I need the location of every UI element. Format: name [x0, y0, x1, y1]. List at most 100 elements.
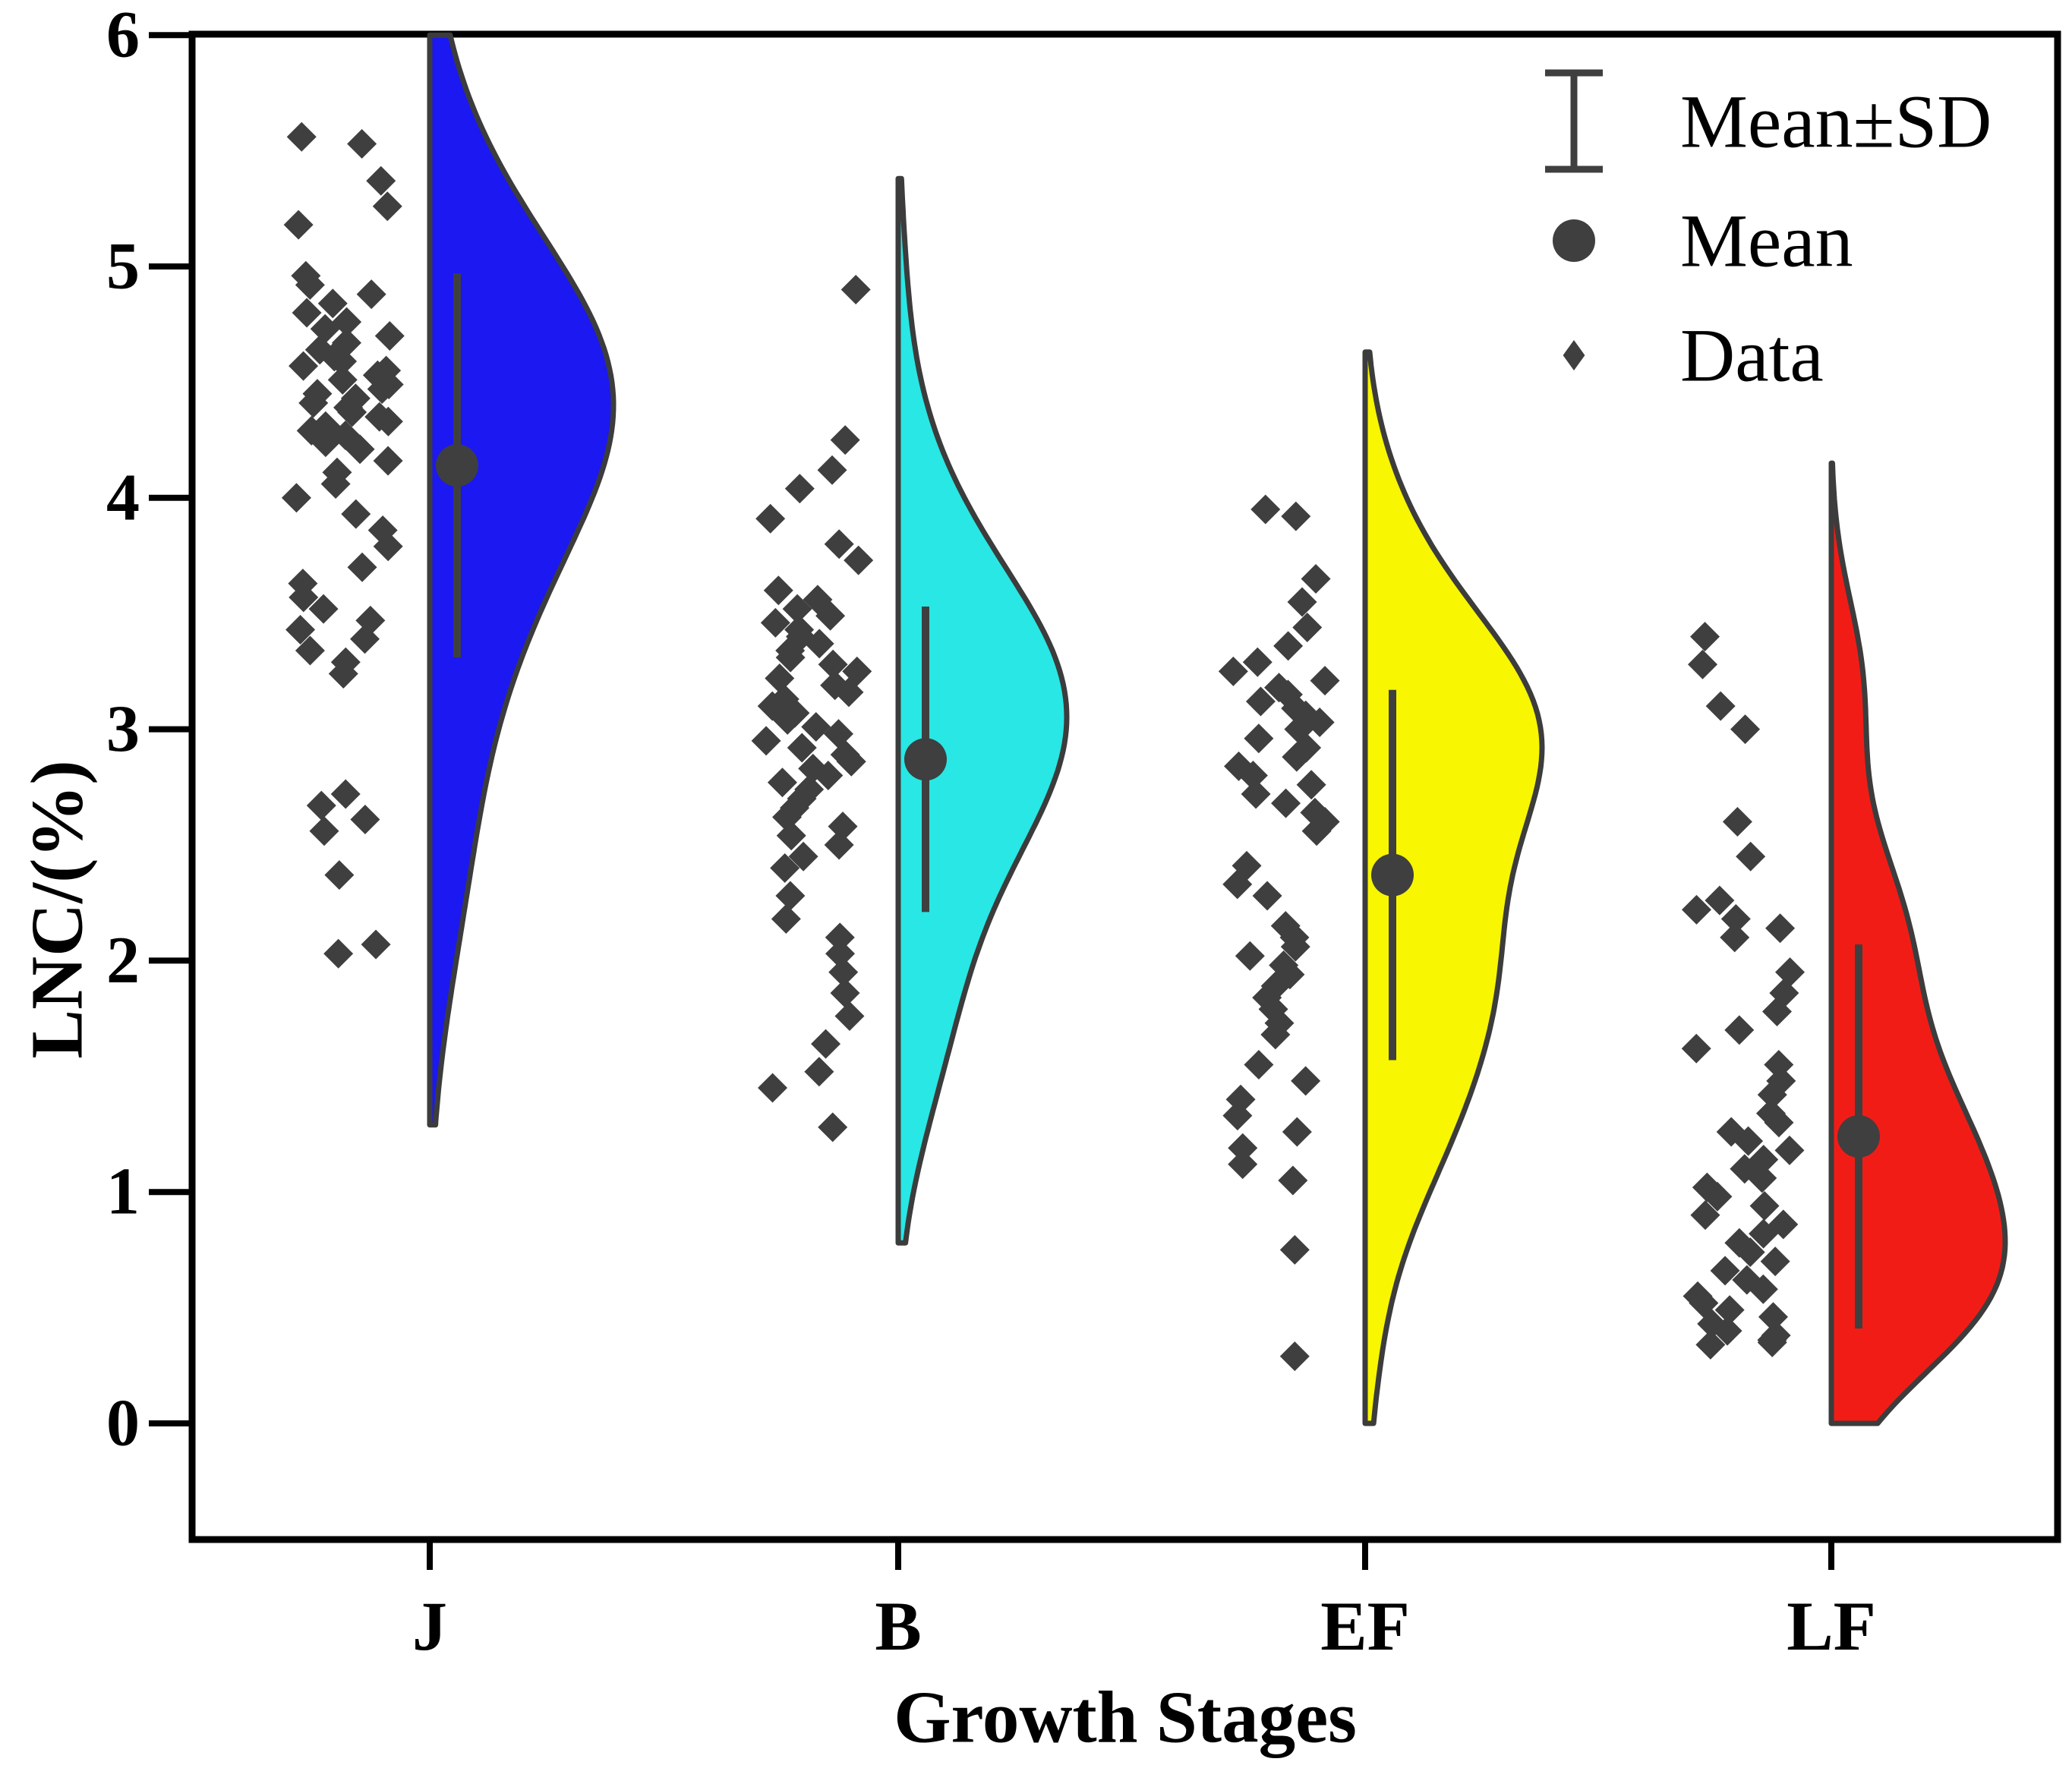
- data-point: [1681, 1033, 1711, 1064]
- data-point: [327, 346, 358, 377]
- data-point: [776, 821, 806, 851]
- data-point: [801, 712, 831, 742]
- data-point: [830, 425, 860, 455]
- y-tick-label: 4: [106, 461, 140, 534]
- data-point: [757, 691, 787, 721]
- legend-label-1: Mean: [1680, 199, 1853, 283]
- data-point: [767, 767, 797, 798]
- data-point: [1724, 1015, 1755, 1045]
- circle-icon: [1553, 219, 1595, 262]
- data-point: [775, 881, 806, 911]
- data-point: [317, 288, 348, 319]
- diamond-icon: [1563, 340, 1585, 370]
- data-point: [1705, 691, 1736, 721]
- data-point: [815, 600, 846, 631]
- data-point: [1690, 1200, 1720, 1231]
- data-point: [308, 594, 339, 624]
- data-point: [1280, 931, 1310, 962]
- data-point: [310, 314, 340, 344]
- data-point: [771, 904, 801, 935]
- data-point: [1252, 881, 1282, 911]
- data-point: [1775, 957, 1806, 988]
- data-point: [1287, 587, 1317, 617]
- data-point: [1242, 647, 1273, 677]
- data-point: [1301, 563, 1331, 594]
- data-point: [367, 374, 397, 405]
- data-point: [374, 320, 405, 351]
- data-point: [1279, 1341, 1310, 1372]
- data-point: [824, 529, 854, 559]
- data-point: [283, 210, 314, 240]
- data-point: [840, 274, 871, 304]
- data-point: [1222, 869, 1253, 900]
- data-point: [311, 427, 341, 458]
- data-point: [813, 761, 844, 791]
- data-point: [366, 165, 396, 196]
- data-point: [772, 704, 803, 735]
- data-point: [817, 455, 847, 485]
- data-point: [818, 1112, 848, 1143]
- data-point: [337, 397, 367, 427]
- data-point: [320, 469, 351, 500]
- data-point: [770, 853, 800, 883]
- data-point: [1222, 1101, 1253, 1131]
- y-axis-title: LNC/(%): [17, 760, 98, 1058]
- data-point: [1735, 1237, 1765, 1267]
- data-point: [1218, 656, 1248, 686]
- data-point: [1702, 1181, 1733, 1212]
- data-point: [328, 658, 358, 689]
- data-point: [811, 1029, 841, 1059]
- data-point: [788, 841, 818, 871]
- data-point: [1291, 1066, 1321, 1096]
- data-point: [804, 1057, 834, 1087]
- data-point: [1720, 922, 1750, 953]
- mean-dot-EF: [1371, 853, 1414, 897]
- data-point: [1762, 996, 1793, 1026]
- data-point: [1749, 1190, 1780, 1221]
- y-tick-label: 3: [106, 692, 140, 766]
- data-point: [1260, 1020, 1291, 1050]
- data-point: [1228, 1133, 1258, 1163]
- data-point: [775, 642, 806, 673]
- data-point: [356, 279, 386, 310]
- data-point: [1282, 742, 1312, 772]
- data-point: [292, 298, 322, 328]
- data-point: [1747, 1163, 1777, 1193]
- x-category-label-J: J: [412, 1587, 447, 1665]
- data-point: [830, 978, 860, 1008]
- data-point: [1760, 1247, 1790, 1277]
- series-B: [751, 175, 1070, 1246]
- mean-dot-B: [904, 738, 947, 781]
- data-point: [1758, 1302, 1788, 1332]
- data-point: [1273, 631, 1304, 661]
- data-point: [1310, 666, 1340, 696]
- y-tick-label: 2: [106, 924, 140, 998]
- data-point: [289, 582, 319, 613]
- data-point: [1764, 1108, 1794, 1138]
- data-point: [1722, 807, 1752, 837]
- y-tick-label: 6: [106, 0, 140, 72]
- data-point: [1241, 779, 1271, 809]
- data-point: [825, 938, 856, 969]
- mean-dot-J: [436, 444, 478, 487]
- half-violin-J: [427, 32, 617, 1128]
- data-point: [1748, 1274, 1778, 1304]
- data-point: [327, 364, 358, 395]
- data-point: [1733, 1126, 1764, 1156]
- data-point: [1714, 1295, 1745, 1325]
- series-J: [281, 32, 617, 1128]
- data-point: [373, 406, 403, 437]
- data-point: [828, 957, 859, 988]
- data-point: [350, 624, 380, 654]
- half-violin-B: [895, 175, 1070, 1246]
- data-point: [330, 779, 361, 809]
- data-point: [836, 746, 866, 777]
- data-point: [1712, 1316, 1742, 1346]
- data-point: [1710, 1256, 1740, 1286]
- data-point: [1720, 904, 1751, 935]
- data-point: [1736, 841, 1766, 871]
- data-point: [758, 1073, 788, 1103]
- half-violin-EF: [1362, 349, 1545, 1426]
